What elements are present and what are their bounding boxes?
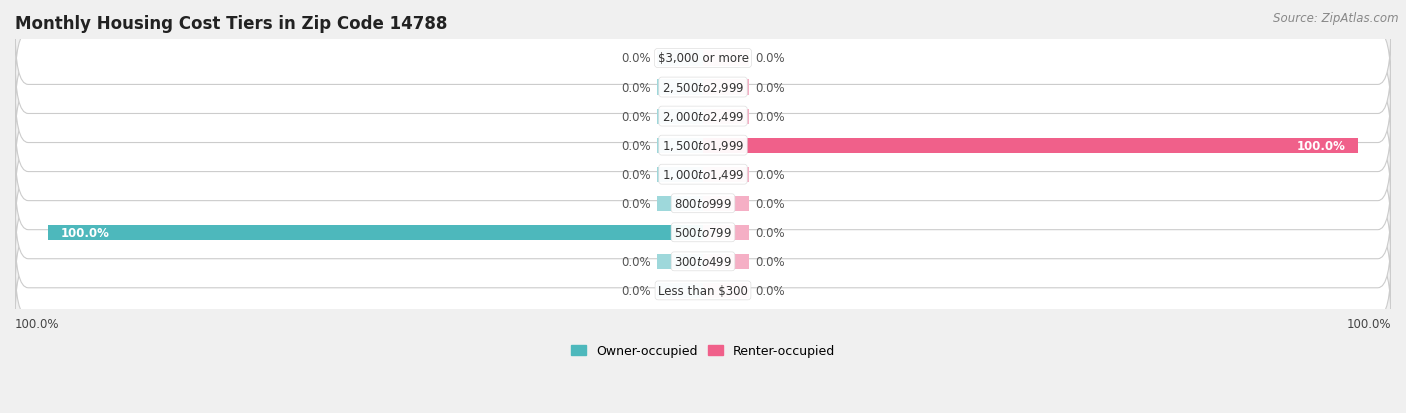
Text: $500 to $799: $500 to $799 bbox=[673, 226, 733, 239]
Text: 100.0%: 100.0% bbox=[60, 226, 110, 239]
Text: $2,500 to $2,999: $2,500 to $2,999 bbox=[662, 81, 744, 95]
Bar bbox=[703, 51, 749, 66]
Bar bbox=[703, 254, 749, 269]
Bar bbox=[703, 283, 749, 298]
Text: $1,000 to $1,499: $1,000 to $1,499 bbox=[662, 168, 744, 182]
Text: 0.0%: 0.0% bbox=[755, 197, 785, 210]
Text: $800 to $999: $800 to $999 bbox=[673, 197, 733, 210]
Text: 0.0%: 0.0% bbox=[755, 168, 785, 181]
Bar bbox=[657, 283, 703, 298]
Text: $3,000 or more: $3,000 or more bbox=[658, 52, 748, 65]
FancyBboxPatch shape bbox=[15, 114, 1391, 177]
Text: Source: ZipAtlas.com: Source: ZipAtlas.com bbox=[1274, 12, 1399, 25]
Bar bbox=[703, 167, 749, 182]
FancyBboxPatch shape bbox=[15, 143, 1391, 206]
Bar bbox=[703, 196, 749, 211]
Bar bbox=[657, 254, 703, 269]
Bar bbox=[703, 109, 749, 124]
Text: $300 to $499: $300 to $499 bbox=[673, 255, 733, 268]
Bar bbox=[703, 80, 749, 95]
FancyBboxPatch shape bbox=[15, 259, 1391, 322]
FancyBboxPatch shape bbox=[15, 230, 1391, 293]
FancyBboxPatch shape bbox=[15, 27, 1391, 90]
Bar bbox=[657, 167, 703, 182]
Text: 0.0%: 0.0% bbox=[755, 110, 785, 123]
Text: 0.0%: 0.0% bbox=[621, 284, 651, 297]
Bar bbox=[703, 225, 749, 240]
Bar bbox=[657, 109, 703, 124]
Text: 0.0%: 0.0% bbox=[621, 255, 651, 268]
Text: 0.0%: 0.0% bbox=[621, 110, 651, 123]
Text: 0.0%: 0.0% bbox=[755, 226, 785, 239]
Text: 100.0%: 100.0% bbox=[1347, 317, 1391, 330]
Text: 0.0%: 0.0% bbox=[755, 284, 785, 297]
Bar bbox=[703, 138, 1358, 153]
Text: 100.0%: 100.0% bbox=[15, 317, 59, 330]
Text: 100.0%: 100.0% bbox=[1296, 139, 1346, 152]
Bar bbox=[657, 138, 703, 153]
Text: 0.0%: 0.0% bbox=[621, 168, 651, 181]
Bar bbox=[657, 51, 703, 66]
Text: 0.0%: 0.0% bbox=[755, 52, 785, 65]
Text: 0.0%: 0.0% bbox=[621, 139, 651, 152]
Text: 0.0%: 0.0% bbox=[755, 81, 785, 94]
Bar bbox=[48, 225, 703, 240]
Text: Monthly Housing Cost Tiers in Zip Code 14788: Monthly Housing Cost Tiers in Zip Code 1… bbox=[15, 15, 447, 33]
Text: $2,000 to $2,499: $2,000 to $2,499 bbox=[662, 110, 744, 124]
Text: 0.0%: 0.0% bbox=[621, 52, 651, 65]
FancyBboxPatch shape bbox=[15, 85, 1391, 148]
Text: 0.0%: 0.0% bbox=[755, 255, 785, 268]
Text: 0.0%: 0.0% bbox=[621, 81, 651, 94]
Text: 0.0%: 0.0% bbox=[621, 197, 651, 210]
FancyBboxPatch shape bbox=[15, 201, 1391, 264]
Text: Less than $300: Less than $300 bbox=[658, 284, 748, 297]
FancyBboxPatch shape bbox=[15, 56, 1391, 119]
Bar bbox=[657, 80, 703, 95]
Bar bbox=[657, 196, 703, 211]
Legend: Owner-occupied, Renter-occupied: Owner-occupied, Renter-occupied bbox=[567, 339, 839, 363]
Text: $1,500 to $1,999: $1,500 to $1,999 bbox=[662, 139, 744, 153]
FancyBboxPatch shape bbox=[15, 172, 1391, 235]
